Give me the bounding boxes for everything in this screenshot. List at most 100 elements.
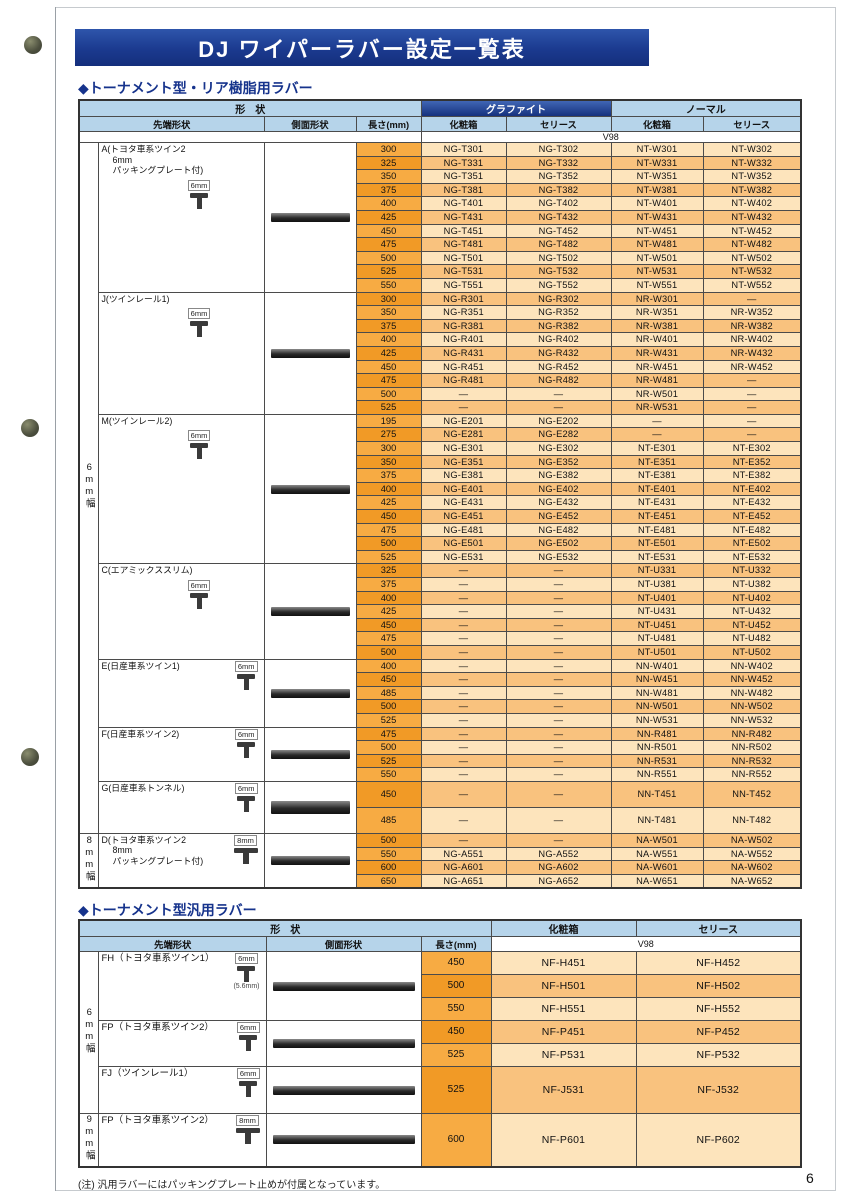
product-code-cell: NT-E502	[702, 536, 802, 551]
group-label-line: F(日産車系ツイン2)	[101, 728, 180, 739]
v98-label: V98	[490, 936, 802, 952]
product-code-cell: NT-U481	[610, 631, 704, 646]
product-code-cell: NG-T432	[505, 209, 612, 225]
length-cell: 425	[355, 604, 422, 619]
product-code-cell: NG-T351	[420, 169, 507, 184]
product-code-cell: NT-W501	[610, 250, 704, 266]
product-code-cell: NT-W452	[702, 223, 802, 239]
tip-profile-stem	[196, 448, 202, 460]
length-cell: 425	[355, 495, 422, 511]
tip-shape-cell: J(ツインレール1) 6mm	[97, 291, 265, 415]
side-profile-image	[270, 606, 350, 616]
normal-header: ノーマル	[610, 99, 802, 117]
product-code-cell: NR-W402	[702, 332, 802, 347]
side-profile-image	[272, 981, 415, 991]
side-shape-cell	[263, 780, 357, 834]
table-row: J(ツインレール1) 6mm 300 NG-R301 NG-R302 NR-W301—	[79, 291, 802, 415]
product-code-cell: NG-E502	[505, 536, 612, 551]
product-code-cell: NT-E381	[610, 468, 704, 483]
product-code-cell: NR-W481	[610, 373, 704, 388]
product-code-cell: NG-R401	[420, 332, 507, 347]
table-row: 425 NG-E431 NG-E432 NT-E431 NT-E432	[79, 495, 802, 511]
table-row: C(エアミックススリム) 6mm 325— — NT-U331 NT-U332	[79, 563, 802, 660]
product-code-cell: NF-J532	[635, 1066, 802, 1114]
length-cell: 600	[420, 1113, 492, 1167]
product-code-cell: NG-E451	[420, 509, 507, 524]
product-code-cell: NT-U501	[610, 644, 704, 660]
product-code-cell: NT-W382	[702, 182, 802, 198]
tip-profile-stem	[243, 971, 249, 982]
length-cell: 525	[355, 712, 422, 728]
tip-shape-icon: 6mm	[236, 1022, 260, 1051]
group-label-line: FP（トヨタ車系ツイン2）	[101, 1115, 214, 1126]
product-code-cell: NG-T301	[420, 142, 507, 157]
tip-shape-block: FP（トヨタ車系ツイン2） 6mm	[102, 1022, 263, 1051]
side-profile-image	[270, 856, 350, 866]
tip-dimension-label: 6mm	[187, 308, 211, 320]
tip-shape-cell: FP（トヨタ車系ツイン2） 8mm	[97, 1113, 267, 1167]
group-label-line: パッキングプレート付)	[112, 856, 204, 866]
table-row: 475 NG-T481 NG-T482 NT-W481 NT-W482	[79, 237, 802, 252]
product-code-cell: NG-E432	[505, 495, 612, 511]
side-profile-image	[270, 749, 350, 759]
product-code-cell: NG-R402	[505, 332, 612, 347]
empty-product-cell: —	[505, 767, 612, 782]
product-code-cell: NG-R481	[420, 373, 507, 388]
length-cell: 500	[355, 644, 422, 660]
length-cell: 600	[355, 860, 422, 875]
empty-product-cell: —	[505, 400, 612, 415]
table-row: 650 NG-A651 NG-A652 NA-W651 NA-W652	[79, 873, 802, 889]
product-code-cell: NR-W432	[702, 345, 802, 361]
length-cell: 450	[420, 1020, 492, 1044]
product-code-cell: NT-W302	[702, 142, 802, 157]
product-code-cell: NR-W531	[610, 400, 704, 415]
product-code-cell: NG-T501	[420, 250, 507, 266]
product-code-cell: NN-R551	[610, 767, 704, 782]
length-header: 長さ(mm)	[355, 116, 422, 132]
product-code-cell: NG-T401	[420, 196, 507, 211]
graphite-series-header: セリース	[505, 116, 612, 132]
group-label: F(日産車系ツイン2)	[102, 729, 180, 740]
length-cell: 300	[355, 291, 422, 307]
length-cell: 525	[355, 753, 422, 769]
product-code-cell: NG-E531	[420, 549, 507, 565]
length-cell: 350	[355, 305, 422, 320]
empty-product-cell: —	[702, 427, 802, 443]
product-code-cell: NA-W652	[702, 873, 802, 889]
table-row: 450 NG-R451 NG-R452 NR-W451 NR-W452	[79, 359, 802, 375]
product-code-cell: NT-U451	[610, 617, 704, 633]
product-code-cell: NT-W352	[702, 169, 802, 184]
tip-dimension-label: 8mm	[234, 834, 257, 846]
table-row: 425— — NT-U431 NT-U432	[79, 604, 802, 619]
width-band-label: 9mm幅	[78, 1113, 99, 1167]
empty-product-cell: —	[420, 386, 507, 402]
tip-dimension-label: 6mm	[187, 179, 211, 191]
table-row: F(日産車系ツイン2) 6mm 475— — NN-R481 NN-R482	[79, 726, 802, 782]
side-shape-cell	[263, 563, 357, 660]
tip-profile-glyph	[190, 192, 208, 209]
tip-profile-glyph	[190, 592, 208, 609]
product-code-cell: NT-E451	[610, 509, 704, 524]
group-label: E(日産車系ツイン1)	[102, 661, 180, 672]
length-cell: 525	[355, 400, 422, 415]
side-shape-cell	[265, 1113, 422, 1167]
product-code-cell: NG-E281	[420, 427, 507, 443]
length-cell: 485	[355, 806, 422, 834]
product-code-cell: NG-R451	[420, 359, 507, 375]
product-code-cell: NF-P451	[490, 1020, 637, 1044]
tip-shape-block: D(トヨタ車系ツイン2 8mm パッキングプレート付) 8mm	[102, 834, 261, 867]
tip-profile-bar	[190, 321, 208, 327]
empty-product-cell: —	[420, 685, 507, 701]
length-cell: 475	[355, 373, 422, 388]
group-label-line: FJ（ツインレール1）	[101, 1068, 194, 1079]
length-cell: 500	[355, 832, 422, 848]
tip-shape-cell: C(エアミックススリム) 6mm	[97, 563, 265, 660]
table-row: 525 NF-P531 NF-P532	[79, 1043, 802, 1067]
empty-product-cell: —	[505, 590, 612, 606]
length-cell: 275	[355, 427, 422, 443]
length-cell: 450	[355, 672, 422, 687]
normal-series-header: セリース	[702, 116, 802, 132]
length-cell: 525	[355, 549, 422, 565]
length-cell: 325	[355, 155, 422, 171]
table-row: 500 NF-H501 NF-H502	[79, 974, 802, 998]
